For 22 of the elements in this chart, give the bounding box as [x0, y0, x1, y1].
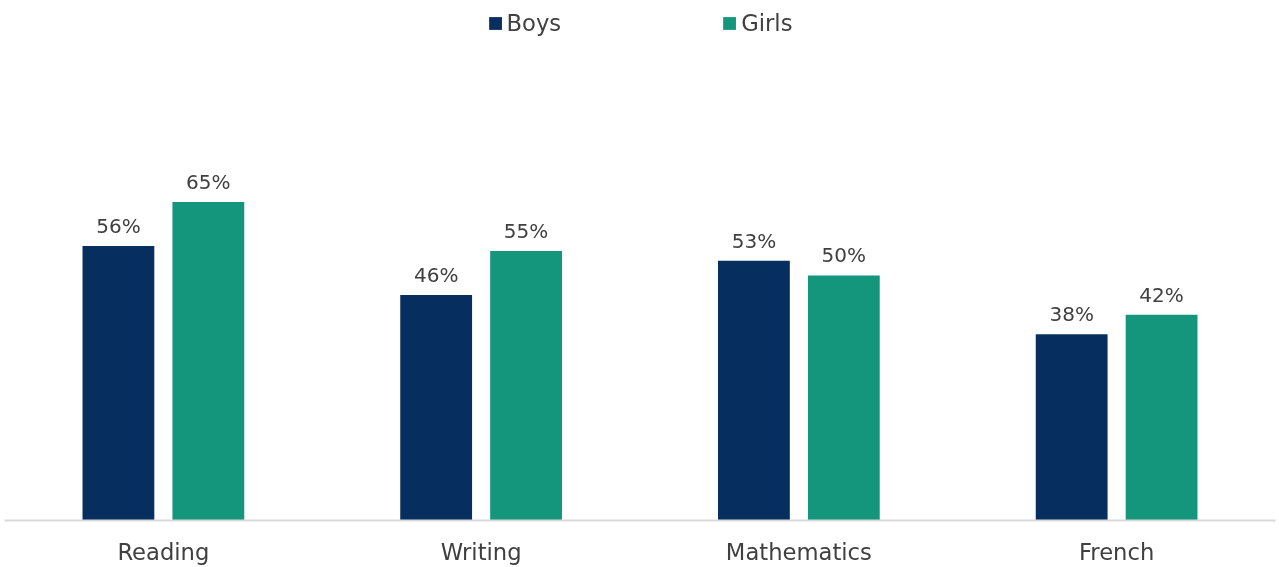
legend-label: Girls: [741, 10, 793, 36]
x-tick-label: Reading: [117, 538, 210, 565]
bar: [1125, 314, 1198, 521]
x-tick-label: Mathematics: [725, 538, 872, 565]
bar: [490, 250, 562, 521]
data-label: 65%: [186, 169, 231, 194]
bar: [807, 275, 880, 521]
bar: [172, 201, 245, 521]
data-label: 42%: [1139, 282, 1184, 307]
bar: [82, 246, 155, 521]
data-label: 38%: [1049, 302, 1094, 327]
bar: [718, 260, 790, 521]
legend-label: Boys: [506, 10, 562, 36]
bar: [400, 295, 473, 521]
data-label: 50%: [821, 243, 867, 268]
x-tick-label: French: [1078, 538, 1155, 565]
data-label: 56%: [96, 214, 141, 239]
data-label: 53%: [731, 228, 777, 253]
bar: [1035, 334, 1108, 521]
data-label: 55%: [503, 218, 549, 243]
data-label: 46%: [413, 263, 459, 288]
x-tick-label: Writing: [440, 538, 522, 565]
